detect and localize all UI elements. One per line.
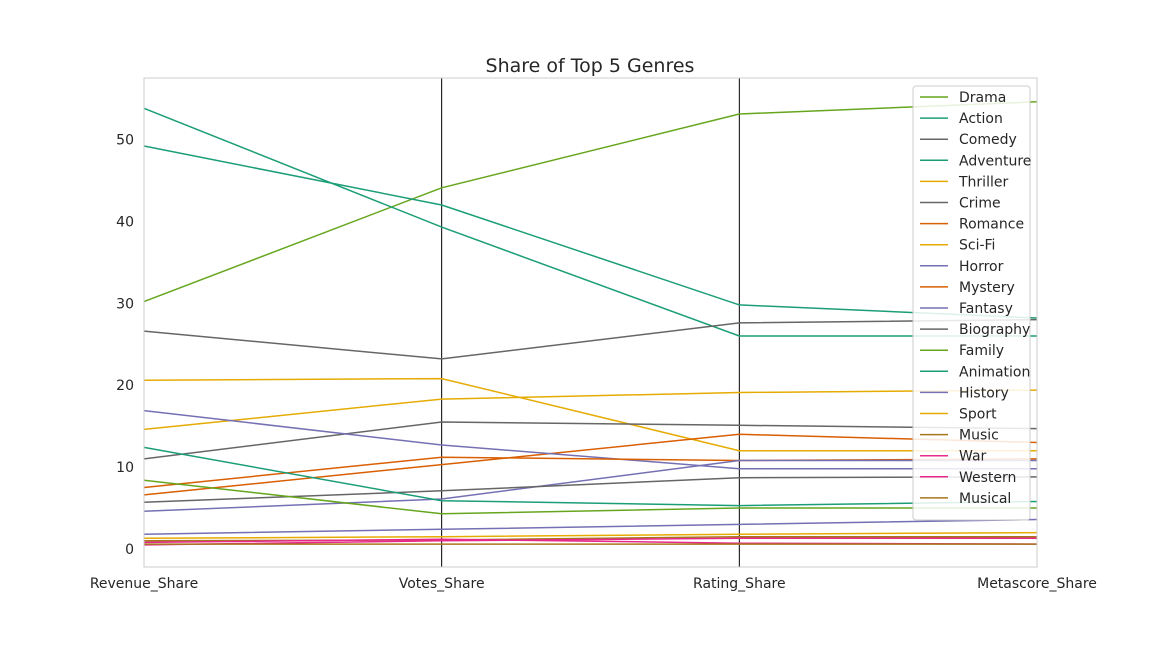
legend-label: War (959, 449, 987, 465)
series-line-action (143, 107, 1037, 337)
x-tick-label: Revenue_Share (90, 576, 198, 592)
y-tick-label: 50 (116, 132, 134, 148)
legend-label: Crime (959, 196, 1001, 212)
series-line-crime (143, 421, 1038, 460)
legend-label: Western (959, 470, 1016, 486)
y-tick-label: 30 (116, 296, 134, 312)
legend-label: Sport (959, 407, 997, 423)
series-line-sport (143, 531, 1038, 540)
plot-frame (143, 77, 1038, 568)
legend-label: Fantasy (959, 301, 1013, 317)
series-line-war (143, 537, 1037, 546)
legend: Drama Action Comedy Adventure Thriller Crime R… (912, 85, 1031, 521)
chart-title: Share of Top 5 Genres (486, 55, 695, 77)
legend-label: Family (959, 343, 1004, 359)
series-line-family (143, 479, 1037, 515)
x-tick-label: Rating_Share (693, 576, 786, 592)
legend-label: Thriller (958, 174, 1008, 190)
series-line-comedy (143, 318, 1038, 360)
y-tick-label: 0 (125, 542, 134, 558)
legend-label: History (959, 385, 1009, 401)
legend-label: Sci-Fi (959, 238, 995, 254)
plot-border (143, 77, 1038, 568)
legend-label: Music (959, 428, 999, 444)
legend-label: Biography (959, 322, 1030, 338)
plot-background (144, 78, 1037, 567)
y-tick-label: 10 (116, 460, 134, 476)
legend-label: Horror (959, 259, 1004, 275)
legend-box (912, 85, 1031, 521)
y-tick-label: 20 (116, 378, 134, 394)
series-line-thriller (143, 377, 1037, 452)
series-line-drama (143, 101, 1038, 303)
series-line-horror (143, 409, 1037, 470)
x-tick-labels: Revenue_Share Votes_Share Rating_Share Meta… (90, 576, 1097, 592)
series-line-mystery (143, 456, 1038, 489)
series-line-romance (143, 433, 1038, 496)
legend-label: Animation (959, 364, 1030, 380)
series-line-history (143, 518, 1038, 535)
y-tick-labels: 0 10 20 30 40 50 (116, 132, 134, 558)
legend-label: Musical (959, 491, 1011, 507)
series-line-adventure (143, 145, 1038, 319)
series-line-animation (143, 446, 1038, 507)
series-line-fantasy (143, 459, 1037, 513)
legend-label: Romance (959, 217, 1024, 233)
legend-label: Adventure (959, 153, 1031, 169)
legend-label: Drama (959, 90, 1006, 106)
x-tick-label: Metascore_Share (977, 576, 1097, 592)
series-line-sci-fi (143, 389, 1038, 431)
series-lines (143, 101, 1038, 546)
legend-label: Mystery (959, 280, 1015, 296)
plot-area (144, 78, 1037, 567)
x-tick-label: Votes_Share (399, 576, 485, 592)
legend-label: Action (959, 111, 1003, 127)
legend-label: Comedy (959, 132, 1017, 148)
y-tick-label: 40 (116, 214, 134, 230)
